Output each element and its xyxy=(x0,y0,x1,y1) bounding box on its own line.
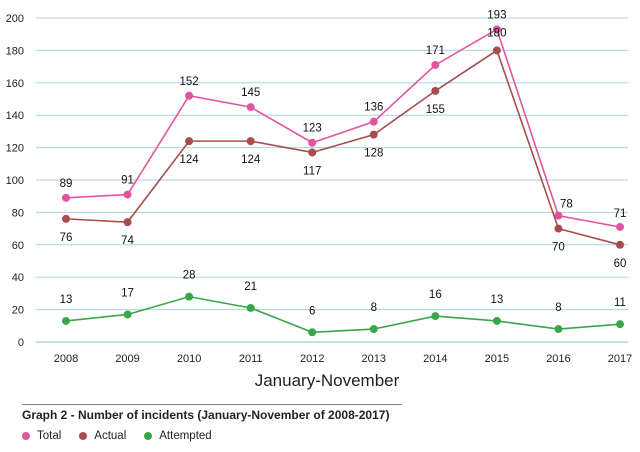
data-point-actual-2014 xyxy=(431,86,440,95)
legend-marker-actual xyxy=(79,432,88,440)
data-label-attempted-2015: 13 xyxy=(490,294,503,306)
x-tick-label-2013: 2013 xyxy=(362,353,386,365)
data-label-actual-2012: 117 xyxy=(303,165,321,177)
y-tick-label-100: 100 xyxy=(6,175,24,187)
data-label-attempted-2009: 17 xyxy=(121,287,134,299)
data-point-actual-2012 xyxy=(308,148,317,157)
data-label-actual-2010: 124 xyxy=(180,154,200,166)
x-tick-label-2017: 2017 xyxy=(608,353,632,365)
data-point-total-2014 xyxy=(431,60,440,69)
legend-item-attempted: Attempted xyxy=(144,430,212,442)
incidents-line-chart: 0 20 40 60 80 100 120 140 160 180 200 2008 2009 2010 2… xyxy=(6,9,633,390)
x-tick-label-2011: 2011 xyxy=(239,353,263,365)
data-point-total-2012 xyxy=(308,138,317,147)
data-point-total-2013 xyxy=(369,117,378,126)
data-label-attempted-2011: 21 xyxy=(244,281,257,293)
data-point-attempted-2015 xyxy=(492,316,501,325)
legend-item-actual: Actual xyxy=(79,430,126,442)
x-tick-label-2009: 2009 xyxy=(115,353,139,365)
data-label-actual-2015: 180 xyxy=(487,27,506,39)
data-label-total-2009: 91 xyxy=(121,175,134,187)
data-label-actual-2016: 70 xyxy=(552,242,565,254)
x-tick-label-2014: 2014 xyxy=(423,353,447,365)
legend-label-actual: Actual xyxy=(94,430,127,442)
data-point-attempted-2017 xyxy=(616,320,624,329)
data-label-total-2016: 78 xyxy=(560,199,573,211)
legend-label-attempted: Attempted xyxy=(159,430,212,442)
data-label-total-2011: 145 xyxy=(241,87,260,99)
data-point-attempted-2009 xyxy=(123,310,132,319)
y-tick-label-180: 180 xyxy=(6,45,24,57)
data-point-total-2010 xyxy=(185,91,194,100)
y-tick-label-40: 40 xyxy=(12,272,24,284)
data-point-total-2009 xyxy=(123,190,132,199)
data-point-total-2016 xyxy=(554,211,563,220)
chart-caption: Graph 2 - Number of incidents (January-N… xyxy=(22,408,390,422)
data-point-total-2011 xyxy=(246,103,255,112)
y-tick-label-120: 120 xyxy=(6,143,24,155)
data-label-attempted-2016: 8 xyxy=(555,302,561,314)
data-point-actual-2013 xyxy=(369,130,378,139)
series-line-total xyxy=(65,28,621,228)
legend: Total Actual Attempted xyxy=(22,430,230,442)
series-line-actual xyxy=(65,49,621,246)
data-label-total-2017: 71 xyxy=(614,208,627,220)
data-label-attempted-2017: 11 xyxy=(614,297,626,309)
y-tick-label-140: 140 xyxy=(6,110,24,122)
x-axis-title: January-November xyxy=(255,371,400,390)
legend-marker-total xyxy=(22,432,30,440)
caption-rule xyxy=(22,404,402,405)
data-label-actual-2009: 74 xyxy=(121,235,134,247)
data-point-actual-2009 xyxy=(123,218,132,227)
data-point-attempted-2016 xyxy=(554,325,563,334)
data-point-total-2017 xyxy=(616,222,624,231)
x-tick-label-2012: 2012 xyxy=(300,353,324,365)
data-point-attempted-2014 xyxy=(431,312,440,321)
data-point-actual-2016 xyxy=(554,224,563,233)
y-tick-label-200: 200 xyxy=(6,13,24,25)
legend-item-total: Total xyxy=(22,430,61,442)
legend-label-total: Total xyxy=(37,430,62,442)
y-tick-label-0: 0 xyxy=(18,337,24,349)
data-point-actual-2017 xyxy=(616,240,624,249)
y-tick-label-20: 20 xyxy=(12,305,24,317)
data-point-attempted-2008 xyxy=(62,316,70,325)
data-point-actual-2015 xyxy=(492,46,501,55)
series-line-attempted xyxy=(65,295,621,334)
data-label-total-2013: 136 xyxy=(364,102,383,114)
x-tick-label-2010: 2010 xyxy=(177,353,201,365)
data-point-total-2008 xyxy=(62,193,70,202)
data-label-actual-2011: 124 xyxy=(241,154,261,166)
y-tick-label-80: 80 xyxy=(12,207,24,219)
y-tick-label-60: 60 xyxy=(12,240,24,252)
data-label-total-2008: 89 xyxy=(60,178,73,190)
data-label-total-2014: 171 xyxy=(426,45,445,57)
x-tick-label-2008: 2008 xyxy=(54,353,78,365)
data-label-attempted-2014: 16 xyxy=(429,289,442,301)
data-point-attempted-2013 xyxy=(369,325,378,334)
legend-marker-attempted xyxy=(144,432,153,440)
data-point-actual-2011 xyxy=(246,137,255,146)
data-label-actual-2014: 155 xyxy=(426,104,445,116)
data-label-actual-2008: 76 xyxy=(60,232,73,244)
data-label-attempted-2010: 28 xyxy=(183,270,196,282)
data-point-attempted-2010 xyxy=(185,292,194,301)
data-point-total-2015 xyxy=(492,25,501,34)
data-point-actual-2008 xyxy=(62,214,70,223)
data-label-attempted-2013: 8 xyxy=(371,302,377,314)
x-tick-label-2016: 2016 xyxy=(546,353,570,365)
x-tick-label-2015: 2015 xyxy=(485,353,509,365)
data-point-actual-2010 xyxy=(185,137,194,146)
data-label-total-2012: 123 xyxy=(303,123,322,135)
data-label-total-2015: 193 xyxy=(487,9,506,21)
data-label-total-2010: 152 xyxy=(180,76,199,88)
data-label-attempted-2012: 6 xyxy=(309,305,315,317)
y-tick-label-160: 160 xyxy=(6,78,24,90)
data-point-attempted-2011 xyxy=(246,303,255,312)
data-label-actual-2017: 60 xyxy=(614,258,627,270)
data-point-attempted-2012 xyxy=(308,328,317,337)
data-label-attempted-2008: 13 xyxy=(60,294,73,306)
data-label-actual-2013: 128 xyxy=(364,148,383,160)
